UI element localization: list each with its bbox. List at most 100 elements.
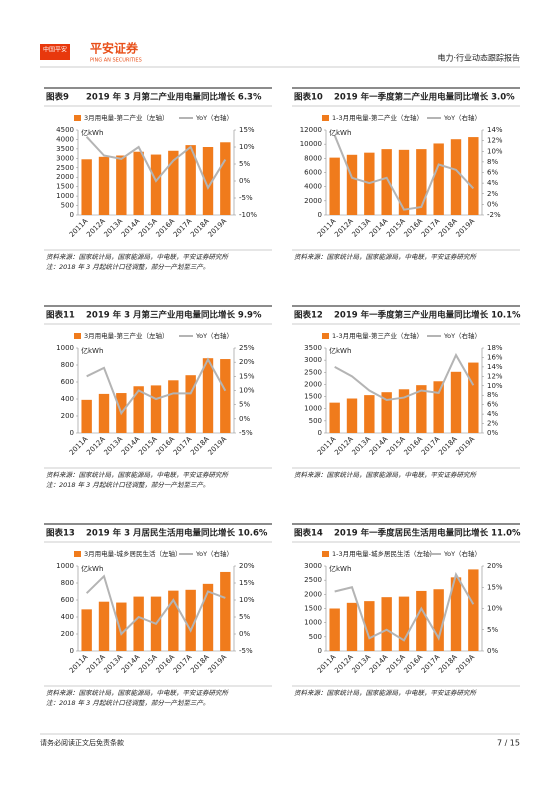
y-tick-label: 3000: [304, 562, 322, 570]
y-tick-label: 1500: [304, 393, 322, 401]
logo-text: 中国平安: [43, 46, 67, 54]
y2-tick-label: -5%: [239, 194, 253, 202]
y-tick-label: 0: [318, 647, 322, 655]
figure-label: 图表10: [294, 92, 323, 103]
y-tick-label: 12000: [300, 126, 322, 134]
y2-tick-label: 14%: [487, 126, 503, 134]
x-tick-label: 2019A: [207, 435, 229, 457]
y2-tick-label: 20%: [239, 358, 255, 366]
y-tick-label: 10000: [300, 140, 322, 148]
y2-tick-label: 15%: [239, 372, 255, 380]
bar: [450, 577, 462, 651]
bar: [346, 398, 358, 433]
figure-label: 图表9: [46, 92, 69, 103]
unit-label: 亿kWh: [329, 128, 351, 137]
y-tick-label: 600: [61, 596, 74, 604]
bar: [220, 571, 231, 651]
y2-tick-label: 4%: [487, 410, 498, 418]
y-tick-label: 0: [70, 647, 74, 655]
y-tick-label: 400: [61, 613, 74, 621]
bar: [220, 142, 231, 215]
figure-title: 2019 年 3 月第三产业用电量同比增长 9.9%: [86, 310, 262, 321]
x-tick-label: 2019A: [455, 435, 477, 457]
legend-label: 3月用电量-第三产业（左轴）: [84, 331, 168, 340]
yoy-line: [86, 357, 227, 416]
y-tick-label: 4000: [304, 183, 322, 191]
yoy-line: [85, 136, 227, 190]
bar: [329, 608, 340, 651]
bar: [329, 402, 340, 433]
source: 资料来源：国家统计局，国家能源局，中电联，平安证券研究所: [46, 471, 230, 479]
bar: [381, 597, 392, 651]
disclaimer: 请务必阅读正文后免责条款: [40, 738, 124, 747]
y-tick-label: 2000: [304, 590, 322, 598]
logo-box: [40, 44, 70, 60]
legend-label: 3月用电量-第二产业（左轴）: [84, 113, 168, 122]
y2-tick-label: -5%: [239, 429, 253, 437]
legend-swatch: [74, 115, 81, 121]
y-tick-label: 2000: [304, 380, 322, 388]
y-tick-label: 6000: [304, 169, 322, 177]
note: 注：2018 年 3 月起统计口径调整，部分一产划至三产。: [46, 263, 209, 271]
figure-label: 图表13: [46, 528, 75, 539]
figure-title: 2019 年 3 月第二产业用电量同比增长 6.3%: [86, 92, 262, 103]
y-tick-label: 3500: [304, 344, 322, 352]
figure-label: 图表11: [46, 310, 75, 321]
y-tick-label: 1000: [56, 192, 74, 200]
bar: [133, 151, 144, 215]
y-tick-label: 4500: [56, 126, 74, 134]
bar: [98, 601, 110, 651]
bar: [81, 159, 92, 215]
y-tick-label: 1500: [56, 183, 74, 191]
y-tick-label: 4000: [56, 135, 74, 143]
y2-tick-label: 0%: [487, 200, 498, 208]
legend-label: YoY（右轴）: [195, 113, 233, 122]
bar: [450, 139, 462, 215]
y-tick-label: 0: [70, 211, 74, 219]
y-tick-label: 3500: [56, 145, 74, 153]
bar: [220, 359, 231, 433]
y2-tick-label: 10%: [487, 605, 503, 613]
bar: [81, 399, 92, 433]
y2-tick-label: 2%: [487, 420, 498, 428]
bar: [116, 155, 127, 215]
unit-label: 亿kWh: [329, 564, 351, 573]
bar: [416, 385, 427, 433]
legend-label: YoY（右轴）: [195, 549, 233, 558]
y-tick-label: 600: [61, 378, 74, 386]
y2-tick-label: 0%: [487, 429, 498, 437]
bar: [202, 583, 214, 651]
y-tick-label: 0: [70, 429, 74, 437]
note: 注：2018 年 3 月起统计口径调整，部分一产划至三产。: [46, 699, 209, 707]
figure-title: 2019 年一季度第三产业用电量同比增长 10.1%: [334, 310, 521, 321]
unit-label: 亿kWh: [81, 346, 103, 355]
y2-tick-label: 6%: [487, 401, 498, 409]
bar: [398, 596, 410, 651]
bar: [202, 147, 214, 215]
brand: 平安证券: [90, 41, 139, 56]
report-name: 电力·行业动态跟踪报告: [437, 53, 520, 63]
y-tick-label: 1000: [304, 619, 322, 627]
bar: [416, 590, 427, 651]
bar: [398, 149, 410, 215]
bar: [133, 386, 144, 433]
figure-title: 2019 年一季度第二产业用电量同比增长 3.0%: [334, 92, 515, 103]
y2-tick-label: 10%: [239, 387, 255, 395]
figure-label: 图表12: [294, 310, 323, 321]
bar: [185, 375, 196, 433]
y2-tick-label: 5%: [487, 626, 498, 634]
bar: [433, 143, 444, 215]
y-tick-label: 200: [61, 412, 74, 420]
y-tick-label: 2000: [304, 197, 322, 205]
unit-label: 亿kWh: [329, 346, 351, 355]
y-tick-label: 0: [318, 429, 322, 437]
y2-tick-label: 18%: [487, 344, 503, 352]
y2-tick-label: 12%: [487, 137, 503, 145]
y2-tick-label: 4%: [487, 179, 498, 187]
bar: [185, 145, 196, 215]
figure-title: 2019 年 3 月居民生活用电量同比增长 10.6%: [86, 528, 268, 539]
y-tick-label: 500: [61, 202, 74, 210]
y2-tick-label: 5%: [239, 613, 250, 621]
y2-tick-label: 15%: [487, 583, 503, 591]
